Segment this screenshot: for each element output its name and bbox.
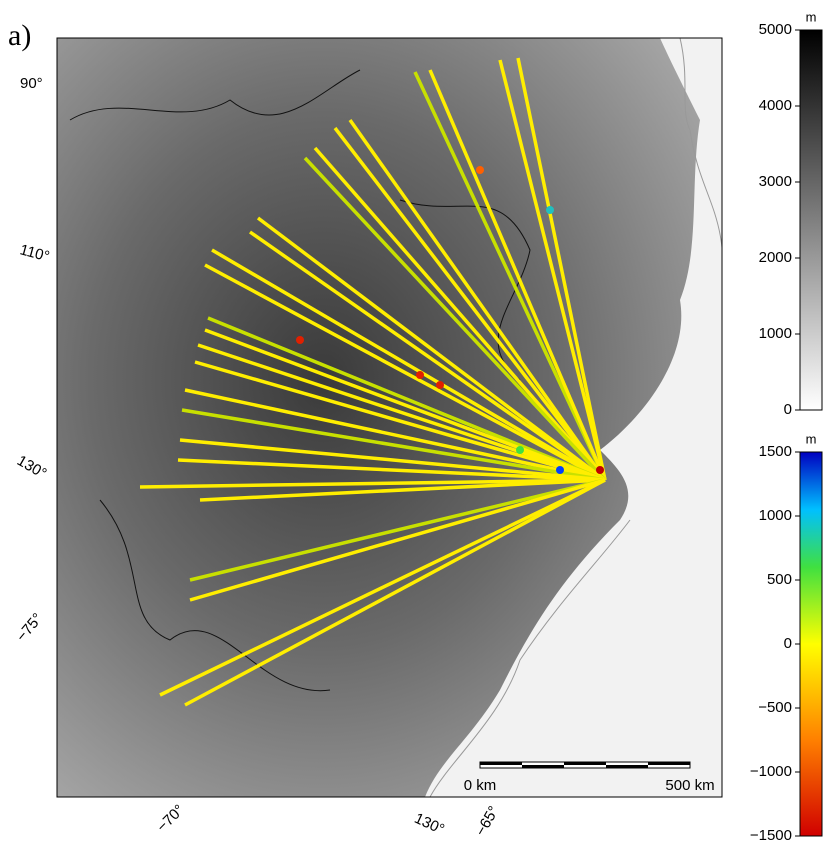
anomaly-dot: [476, 166, 484, 174]
scale-bar-segment: [522, 765, 564, 768]
colorbar-tick-label: 2000: [759, 249, 792, 266]
colorbars: m010002000300040005000m−1500−1000−500050…: [750, 9, 822, 844]
anomaly-dot: [546, 206, 554, 214]
anomaly-dot: [556, 466, 564, 474]
colorbar-unit: m: [806, 431, 817, 446]
scale-bar-segment: [480, 762, 522, 765]
anomaly-dot: [416, 371, 424, 379]
anomaly-dot: [436, 381, 444, 389]
graticule-label: −65°: [472, 803, 502, 839]
colorbar-tick-label: 1000: [759, 507, 792, 524]
graticule-label: −70°: [154, 801, 188, 835]
colorbar-tick-label: 3000: [759, 173, 792, 190]
graticule-label: 130°: [412, 810, 447, 839]
colorbar-unit: m: [806, 9, 817, 24]
scale-label: 0 km: [464, 777, 497, 794]
colorbar-tick-label: −500: [758, 699, 792, 716]
colorbar-tick-label: 500: [767, 571, 792, 588]
graticule-label: 90°: [20, 75, 43, 92]
colorbar-tick-label: 0: [784, 635, 792, 652]
graticule-label: −75°: [13, 610, 46, 645]
anomaly-dot: [596, 466, 604, 474]
graticule-label: 130°: [14, 452, 49, 482]
colorbar: [800, 30, 822, 410]
colorbar-tick-label: 5000: [759, 21, 792, 38]
scale-bar-segment: [648, 762, 690, 765]
colorbar: [800, 452, 822, 836]
scale-bar-segment: [564, 762, 606, 765]
colorbar-tick-label: −1000: [750, 763, 792, 780]
colorbar-tick-label: 1500: [759, 443, 792, 460]
graticule-label: 110°: [18, 241, 51, 265]
panel-label: a): [8, 19, 31, 52]
colorbar-tick-label: −1500: [750, 827, 792, 844]
colorbar-tick-label: 1000: [759, 325, 792, 342]
colorbar-tick-label: 0: [784, 401, 792, 418]
anomaly-dot: [516, 446, 524, 454]
scale-label: 500 km: [665, 777, 714, 794]
scale-bar-segment: [606, 765, 648, 768]
colorbar-tick-label: 4000: [759, 97, 792, 114]
anomaly-dot: [296, 336, 304, 344]
map: [57, 38, 723, 797]
figure: a) 90° 110° 130° −75° −70° 130° −65° 0 k…: [0, 0, 839, 847]
